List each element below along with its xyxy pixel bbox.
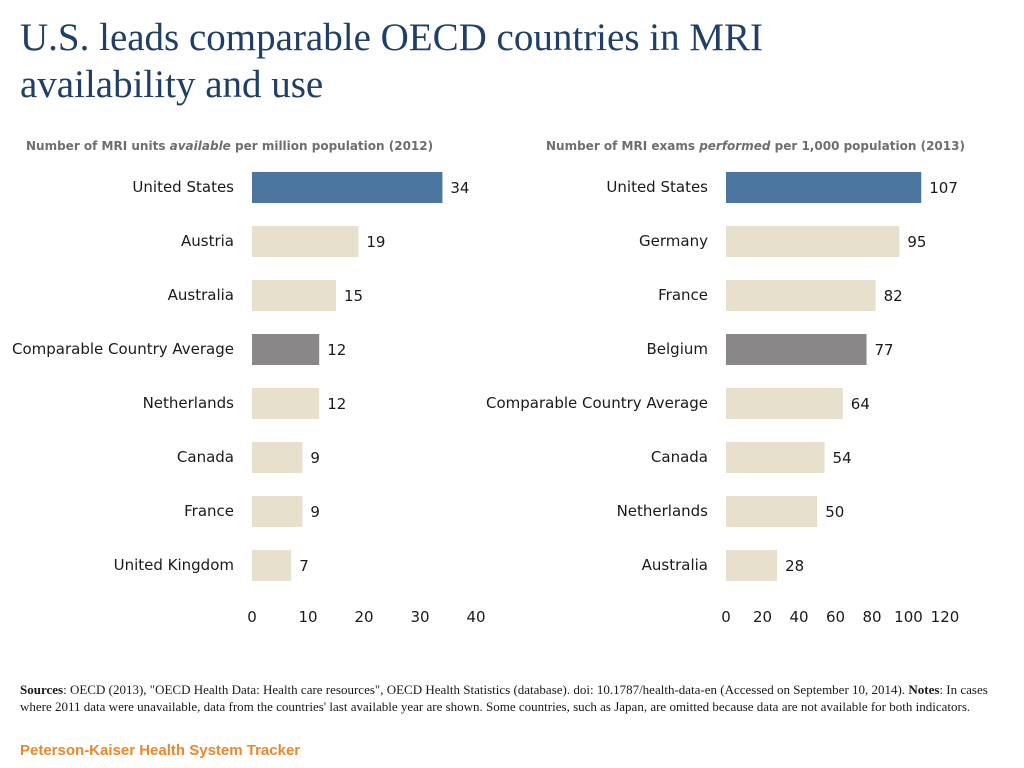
left-tick-label-2: 20 [354,608,373,626]
left-bar-4 [252,388,320,419]
right-bar-0 [726,172,922,203]
left-category-label-4: Netherlands [143,394,235,412]
left-bar-7 [252,550,292,581]
right-bar-6 [726,496,818,527]
right-tick-label-6: 120 [931,608,960,626]
left-bar-1 [252,226,359,257]
left-bar-3 [252,334,320,365]
right-value-label-4: 64 [851,395,870,413]
right-value-label-1: 95 [907,233,926,251]
right-value-label-5: 54 [833,449,852,467]
right-value-label-7: 28 [785,557,804,575]
left-value-label-5: 9 [310,449,320,467]
left-bar-chart: United States 34 Austria 19 Australia 15 Compa… [12,172,486,626]
right-bar-4 [726,388,843,419]
left-category-label-1: Austria [181,232,234,250]
sources-text: : OECD (2013), "OECD Health Data: Health… [63,682,909,697]
sources-note: Sources: OECD (2013), "OECD Health Data:… [20,681,995,715]
right-value-label-3: 77 [875,341,894,359]
right-category-label-0: United States [606,178,708,196]
left-category-label-3: Comparable Country Average [12,340,234,358]
left-value-label-4: 12 [327,395,346,413]
left-category-label-7: United Kingdom [114,556,234,574]
right-chart-title: Number of MRI exams performed per 1,000 … [546,139,965,153]
left-bar-5 [252,442,303,473]
right-tick-label-4: 80 [862,608,881,626]
left-value-label-1: 19 [366,233,385,251]
page-title: U.S. leads comparable OECD countries in … [20,16,764,106]
right-category-label-3: Belgium [647,340,709,358]
left-bar-0 [252,172,443,203]
left-bar-6 [252,496,303,527]
right-category-label-5: Canada [651,448,708,466]
right-category-label-1: Germany [639,232,708,250]
right-category-label-4: Comparable Country Average [486,394,708,412]
left-value-label-0: 34 [450,179,469,197]
left-chart-title-em: available [169,139,231,153]
left-chart-title-pre: Number of MRI units [26,139,170,153]
right-bar-chart: United States 107 Germany 95 France 82 Belgium… [486,172,960,626]
notes-label: Notes [908,682,940,697]
left-bar-2 [252,280,336,311]
right-category-label-7: Australia [642,556,708,574]
right-value-label-2: 82 [884,287,903,305]
left-value-label-3: 12 [327,341,346,359]
right-bar-2 [726,280,876,311]
left-tick-label-0: 0 [247,608,257,626]
left-category-label-5: Canada [177,448,234,466]
right-chart-title-pre: Number of MRI exams [546,139,700,153]
right-bar-5 [726,442,825,473]
right-tick-label-3: 60 [826,608,845,626]
right-tick-label-2: 40 [789,608,808,626]
notes-text: : In cases where 2011 data were unavaila… [20,682,988,714]
right-chart-title-em: performed [699,139,771,153]
right-bar-7 [726,550,778,581]
left-category-label-0: United States [132,178,234,196]
left-category-label-6: France [184,502,234,520]
right-value-label-0: 107 [929,179,958,197]
left-tick-label-3: 30 [410,608,429,626]
left-category-label-2: Australia [168,286,234,304]
left-value-label-6: 9 [310,503,320,521]
right-category-label-6: Netherlands [617,502,709,520]
left-chart-title-post: per million population (2012) [230,139,434,153]
left-tick-label-1: 10 [298,608,317,626]
right-tick-label-0: 0 [721,608,731,626]
right-value-label-6: 50 [825,503,844,521]
right-bar-1 [726,226,900,257]
right-tick-label-5: 100 [894,608,923,626]
left-chart-title: Number of MRI units available per millio… [26,139,433,153]
right-chart-title-post: per 1,000 population (2013) [770,139,965,153]
right-category-label-2: France [658,286,708,304]
brand-footer: Peterson-Kaiser Health System Tracker [20,742,301,759]
right-tick-label-1: 20 [753,608,772,626]
left-value-label-2: 15 [344,287,363,305]
left-value-label-7: 7 [299,557,309,575]
right-bar-3 [726,334,867,365]
left-tick-label-4: 40 [466,608,485,626]
sources-label: Sources [20,682,64,697]
